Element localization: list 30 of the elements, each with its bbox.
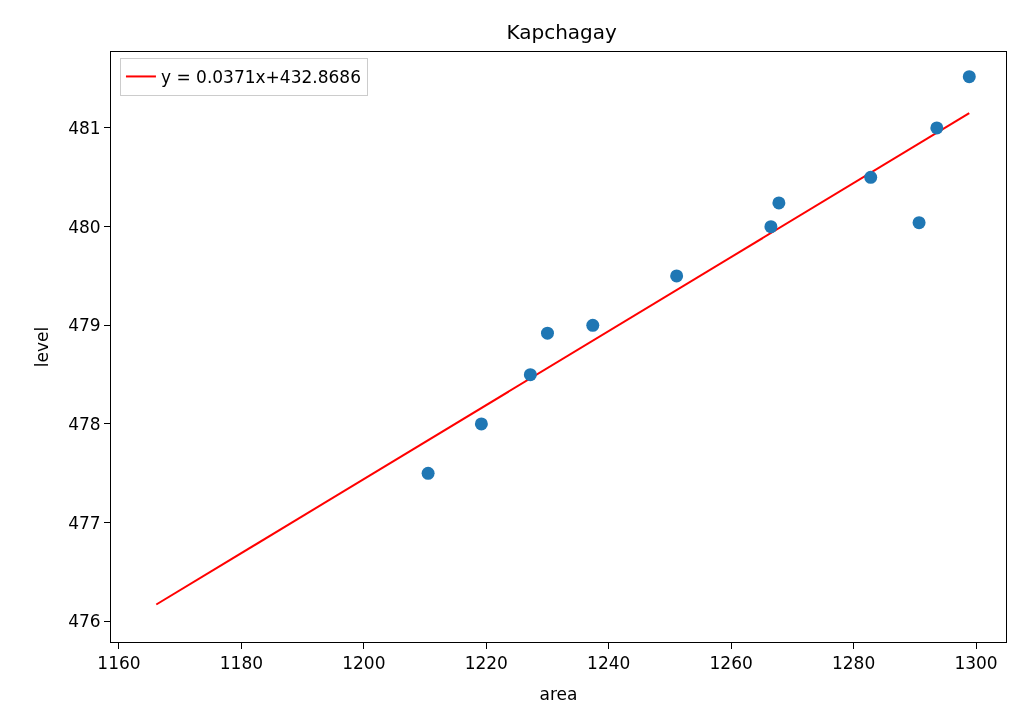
x-tick-label: 1240	[587, 653, 631, 674]
y-tick-label: 480	[68, 216, 101, 237]
point	[912, 216, 926, 230]
chart-title: Kapchagay	[506, 19, 618, 44]
x-tick-label: 1300	[954, 653, 998, 674]
x-tick-label: 1160	[97, 653, 141, 674]
y-axis-title: level	[31, 326, 52, 368]
legend-label: y = 0.0371x+432.8686	[160, 67, 361, 88]
point	[764, 220, 778, 234]
point	[421, 466, 435, 480]
y-tick-label: 479	[68, 315, 101, 336]
point	[474, 417, 488, 431]
x-tick-label: 1180	[219, 653, 264, 674]
point	[540, 326, 554, 340]
y-tick-label: 481	[68, 117, 101, 138]
point	[586, 318, 600, 332]
point	[962, 70, 976, 84]
point	[670, 269, 684, 283]
x-axis-title: area	[539, 683, 578, 704]
y-tick-label: 476	[68, 611, 101, 632]
point	[523, 368, 537, 382]
y-tick-label: 478	[68, 413, 101, 434]
x-tick-label: 1200	[342, 653, 386, 674]
point	[772, 196, 786, 210]
x-tick-label: 1220	[464, 653, 508, 674]
point	[864, 170, 878, 184]
point	[930, 121, 944, 135]
x-tick-label: 1260	[709, 653, 753, 674]
y-tick-label: 477	[68, 512, 101, 533]
x-tick-label: 1280	[831, 653, 876, 674]
